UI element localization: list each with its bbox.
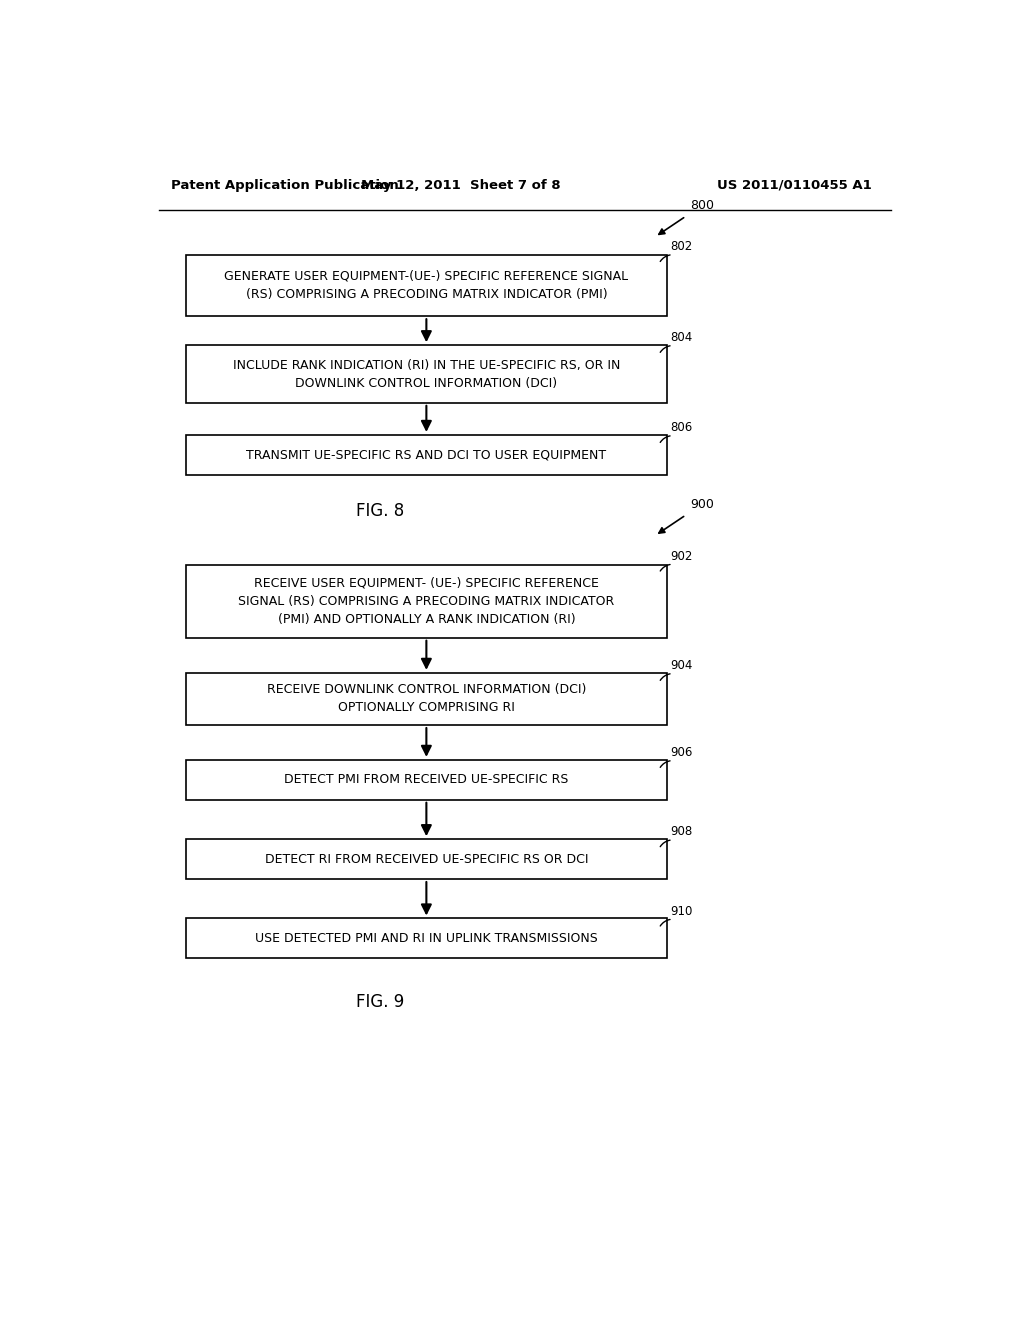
Text: 804: 804 (671, 331, 693, 345)
Bar (186, 673, 667, 725)
Text: May 12, 2011  Sheet 7 of 8: May 12, 2011 Sheet 7 of 8 (361, 178, 561, 191)
Text: INCLUDE RANK INDICATION (RI) IN THE UE-SPECIFIC RS, OR IN
DOWNLINK CONTROL INFOR: INCLUDE RANK INDICATION (RI) IN THE UE-S… (232, 359, 621, 389)
Text: RECEIVE DOWNLINK CONTROL INFORMATION (DCI)
OPTIONALLY COMPRISING RI: RECEIVE DOWNLINK CONTROL INFORMATION (DC… (266, 684, 586, 714)
Bar (186, 840, 667, 879)
Text: 902: 902 (671, 549, 693, 562)
Text: FIG. 9: FIG. 9 (355, 993, 404, 1011)
Text: 806: 806 (671, 421, 693, 434)
Bar (186, 565, 667, 638)
Text: 800: 800 (690, 199, 714, 213)
Text: US 2011/0110455 A1: US 2011/0110455 A1 (717, 178, 872, 191)
Text: 802: 802 (671, 240, 693, 253)
Text: 904: 904 (671, 659, 693, 672)
Text: 900: 900 (690, 498, 714, 511)
Bar (186, 919, 667, 958)
Text: GENERATE USER EQUIPMENT-(UE-) SPECIFIC REFERENCE SIGNAL
(RS) COMPRISING A PRECOD: GENERATE USER EQUIPMENT-(UE-) SPECIFIC R… (224, 271, 629, 301)
Text: DETECT PMI FROM RECEIVED UE-SPECIFIC RS: DETECT PMI FROM RECEIVED UE-SPECIFIC RS (285, 774, 568, 787)
Bar (186, 760, 667, 800)
Text: TRANSMIT UE-SPECIFIC RS AND DCI TO USER EQUIPMENT: TRANSMIT UE-SPECIFIC RS AND DCI TO USER … (247, 449, 606, 462)
Bar (186, 434, 667, 475)
Bar (186, 255, 667, 317)
Text: 906: 906 (671, 746, 693, 759)
Text: USE DETECTED PMI AND RI IN UPLINK TRANSMISSIONS: USE DETECTED PMI AND RI IN UPLINK TRANSM… (255, 932, 598, 945)
Text: Patent Application Publication: Patent Application Publication (171, 178, 398, 191)
Text: RECEIVE USER EQUIPMENT- (UE-) SPECIFIC REFERENCE
SIGNAL (RS) COMPRISING A PRECOD: RECEIVE USER EQUIPMENT- (UE-) SPECIFIC R… (239, 577, 614, 626)
Text: 910: 910 (671, 904, 693, 917)
Text: 908: 908 (671, 825, 693, 838)
Bar (186, 345, 667, 403)
Text: FIG. 8: FIG. 8 (355, 502, 404, 520)
Text: DETECT RI FROM RECEIVED UE-SPECIFIC RS OR DCI: DETECT RI FROM RECEIVED UE-SPECIFIC RS O… (264, 853, 588, 866)
